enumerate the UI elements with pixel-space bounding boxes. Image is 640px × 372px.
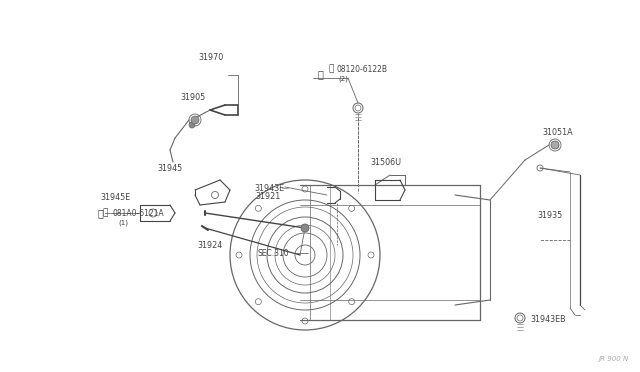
Text: 31905: 31905 [180,93,205,102]
Text: 31945E: 31945E [100,192,131,202]
Text: JR 900 N: JR 900 N [598,356,628,362]
Text: 081A0-6121A: 081A0-6121A [112,208,164,218]
Text: 31924: 31924 [197,241,222,250]
Circle shape [189,122,195,128]
Text: SEC.310: SEC.310 [258,248,290,257]
Text: —: — [282,185,289,191]
Circle shape [301,224,309,232]
Text: Ⓑ: Ⓑ [317,69,323,79]
Text: Ⓑ: Ⓑ [329,64,334,74]
Text: 31051A: 31051A [542,128,573,137]
Text: (2): (2) [338,76,348,82]
Text: Ⓑ: Ⓑ [102,208,108,218]
Circle shape [191,116,199,124]
Text: 31921: 31921 [255,192,280,201]
Text: 31945: 31945 [157,164,182,173]
Text: Ⓑ: Ⓑ [97,208,103,218]
Text: 31935: 31935 [537,211,563,219]
Text: (1): (1) [118,220,128,226]
Text: 08120-6122B: 08120-6122B [337,64,388,74]
Text: 31506U: 31506U [370,157,401,167]
Circle shape [551,141,559,149]
Text: 31943E: 31943E [255,183,285,192]
Text: 31943EB: 31943EB [530,315,566,324]
Text: 31970: 31970 [198,52,223,61]
